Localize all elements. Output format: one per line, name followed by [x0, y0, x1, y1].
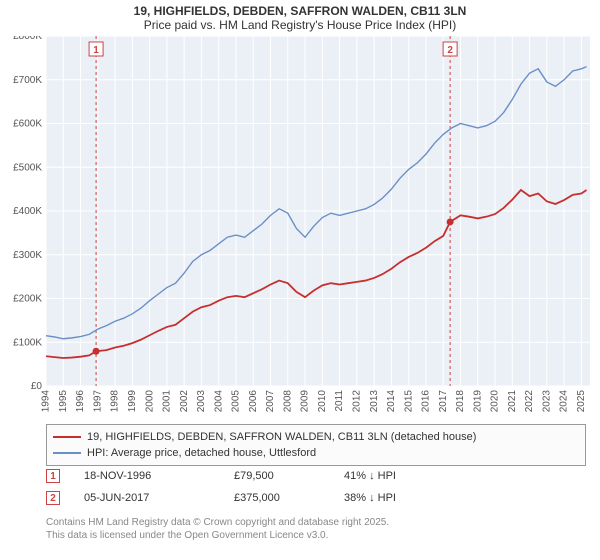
ref-date: 18-NOV-1996: [84, 470, 234, 482]
svg-text:2017: 2017: [438, 390, 449, 413]
ref-price: £79,500: [234, 470, 344, 482]
svg-text:£300K: £300K: [13, 250, 42, 261]
ref-hpi: 41% ↓ HPI: [344, 470, 464, 482]
svg-text:2003: 2003: [196, 390, 207, 413]
svg-text:2016: 2016: [421, 390, 432, 413]
svg-text:2021: 2021: [507, 390, 518, 413]
ref-row: 2 05-JUN-2017 £375,000 38% ↓ HPI: [46, 488, 586, 508]
legend-label: HPI: Average price, detached house, Uttl…: [87, 447, 316, 459]
svg-text:£700K: £700K: [13, 75, 42, 86]
reference-points: 1 18-NOV-1996 £79,500 41% ↓ HPI 2 05-JUN…: [46, 466, 586, 510]
chart-svg: £0£100K£200K£300K£400K£500K£600K£700K£80…: [0, 36, 600, 416]
svg-text:2011: 2011: [334, 390, 345, 412]
svg-text:£800K: £800K: [13, 36, 42, 42]
svg-text:2025: 2025: [576, 390, 587, 413]
svg-text:2000: 2000: [144, 390, 155, 413]
svg-text:£400K: £400K: [13, 206, 42, 217]
svg-text:2018: 2018: [455, 390, 466, 413]
svg-text:2005: 2005: [231, 390, 242, 413]
chart-title-block: 19, HIGHFIELDS, DEBDEN, SAFFRON WALDEN, …: [0, 0, 600, 34]
svg-text:2001: 2001: [162, 390, 173, 413]
legend-item: 19, HIGHFIELDS, DEBDEN, SAFFRON WALDEN, …: [53, 429, 579, 445]
svg-text:2014: 2014: [386, 390, 397, 413]
svg-text:2022: 2022: [524, 390, 535, 413]
svg-text:1998: 1998: [110, 390, 121, 413]
svg-text:2024: 2024: [559, 390, 570, 413]
title-line-2: Price paid vs. HM Land Registry's House …: [0, 18, 600, 32]
legend-item: HPI: Average price, detached house, Uttl…: [53, 445, 579, 461]
svg-text:1994: 1994: [41, 390, 52, 413]
svg-text:1995: 1995: [58, 390, 69, 413]
ref-row: 1 18-NOV-1996 £79,500 41% ↓ HPI: [46, 466, 586, 486]
chart-area: £0£100K£200K£300K£400K£500K£600K£700K£80…: [0, 36, 600, 416]
svg-text:1999: 1999: [127, 390, 138, 413]
svg-text:2019: 2019: [472, 390, 483, 413]
svg-text:2007: 2007: [265, 390, 276, 413]
svg-text:2010: 2010: [317, 390, 328, 413]
svg-text:2002: 2002: [179, 390, 190, 413]
legend: 19, HIGHFIELDS, DEBDEN, SAFFRON WALDEN, …: [46, 424, 586, 466]
svg-text:£100K: £100K: [13, 337, 42, 348]
ref-badge: 2: [46, 491, 60, 505]
svg-text:£500K: £500K: [13, 162, 42, 173]
footer-line-1: Contains HM Land Registry data © Crown c…: [46, 516, 586, 529]
ref-date: 05-JUN-2017: [84, 492, 234, 504]
ref-hpi: 38% ↓ HPI: [344, 492, 464, 504]
svg-text:2004: 2004: [213, 390, 224, 413]
svg-text:£200K: £200K: [13, 294, 42, 305]
footer-line-2: This data is licensed under the Open Gov…: [46, 529, 586, 542]
svg-text:1997: 1997: [92, 390, 103, 413]
svg-text:2023: 2023: [541, 390, 552, 413]
legend-swatch: [53, 436, 81, 438]
svg-text:1: 1: [93, 45, 99, 56]
ref-price: £375,000: [234, 492, 344, 504]
svg-text:2008: 2008: [282, 390, 293, 413]
svg-text:2: 2: [447, 45, 453, 56]
svg-text:2012: 2012: [351, 390, 362, 413]
ref-badge: 1: [46, 469, 60, 483]
title-line-1: 19, HIGHFIELDS, DEBDEN, SAFFRON WALDEN, …: [0, 4, 600, 18]
legend-label: 19, HIGHFIELDS, DEBDEN, SAFFRON WALDEN, …: [87, 431, 476, 443]
legend-swatch: [53, 452, 81, 454]
svg-text:2013: 2013: [369, 390, 380, 413]
footer-attribution: Contains HM Land Registry data © Crown c…: [46, 516, 586, 542]
svg-text:1996: 1996: [75, 390, 86, 413]
svg-text:2020: 2020: [490, 390, 501, 413]
svg-text:2006: 2006: [248, 390, 259, 413]
svg-text:£600K: £600K: [13, 119, 42, 130]
svg-text:2015: 2015: [403, 390, 414, 413]
svg-text:2009: 2009: [300, 390, 311, 413]
